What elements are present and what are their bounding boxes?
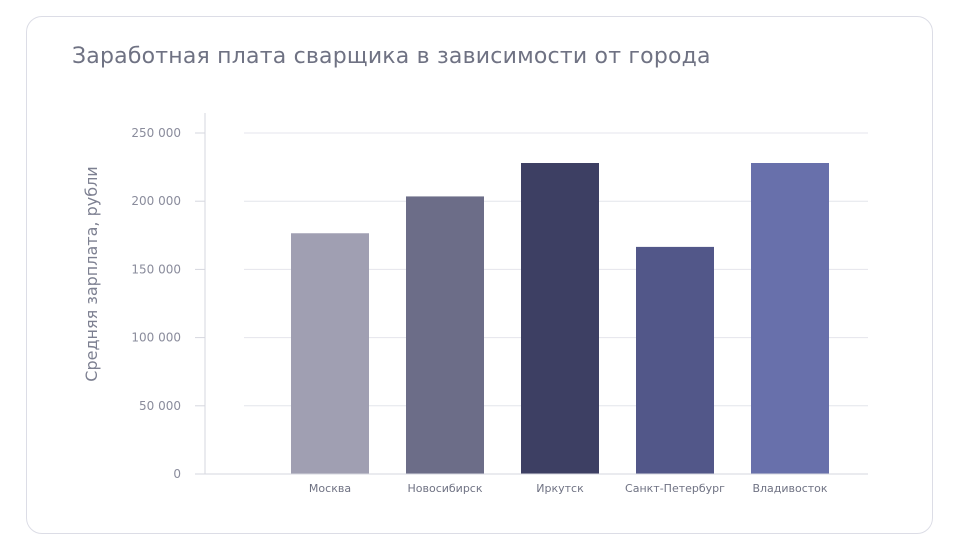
bar [521, 163, 599, 474]
x-tick-label: Новосибирск [407, 482, 482, 495]
x-tick-label: Санкт-Петербург [625, 482, 725, 495]
y-axis: 0 50 000 100 000 150 000 200 000 250 000 [131, 113, 206, 481]
x-tick-label: Москва [309, 482, 351, 495]
x-tick-label: Владивосток [752, 482, 827, 495]
x-axis: Москва Новосибирск Иркутск Санкт-Петербург В… [205, 473, 868, 495]
chart-title: Заработная плата сварщика в зависимости … [72, 44, 711, 69]
bar [406, 196, 484, 474]
y-tick-label: 250 000 [131, 126, 181, 140]
y-tick-label: 200 000 [131, 194, 181, 208]
y-tick-label: 100 000 [131, 331, 181, 345]
y-tick-label: 0 [173, 467, 181, 481]
y-tick-label: 150 000 [131, 262, 181, 276]
bars [291, 163, 829, 474]
y-axis-label: Средняя зарплата, рубли [82, 166, 101, 381]
x-tick-label: Иркутск [536, 482, 584, 495]
y-tick-label: 50 000 [139, 399, 181, 413]
bar [291, 233, 369, 474]
bar [636, 246, 714, 474]
bar [751, 163, 829, 474]
